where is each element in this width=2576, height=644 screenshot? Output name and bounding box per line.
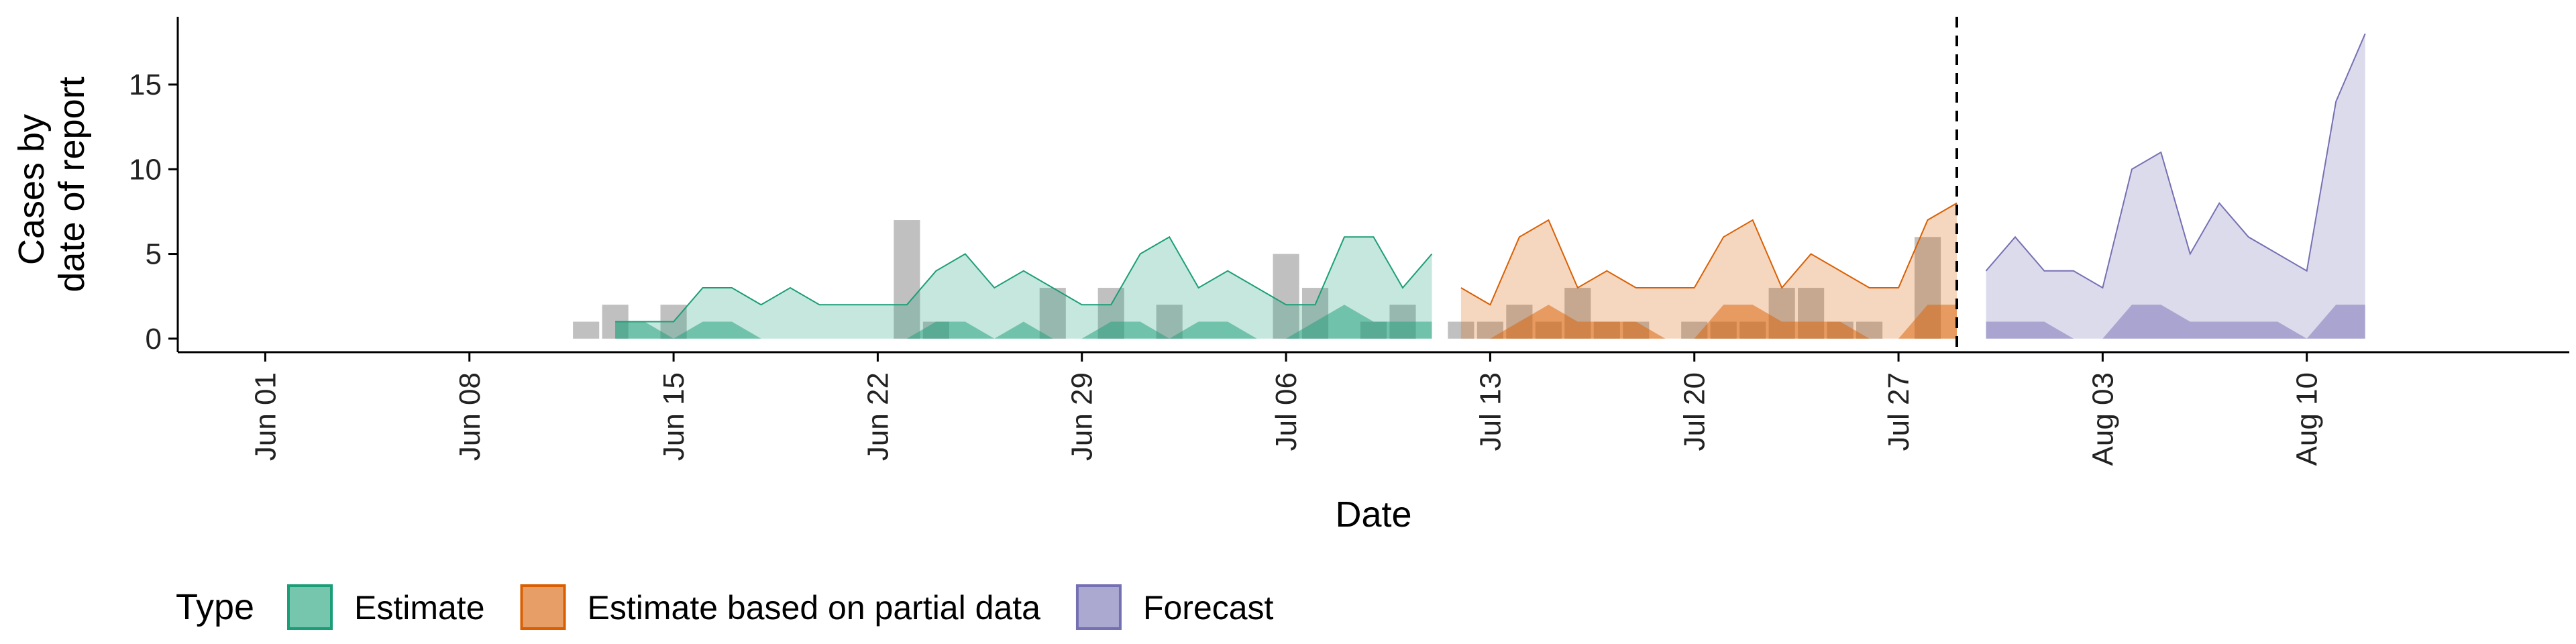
reported-cases-bar	[1156, 305, 1183, 339]
axes: 0 5 10 15 Jun 01 Jun 08 Jun 15 Jun 22 Jun 29 Jul…	[129, 17, 2569, 466]
reported-cases-bar	[573, 321, 600, 339]
y-axis-title-line-1: Cases by	[11, 114, 52, 265]
legend-item: Forecast	[1075, 584, 1274, 630]
x-tick-label: Jun 29	[1066, 372, 1099, 461]
x-tick-label: Jul 27	[1882, 372, 1915, 451]
legend-label: Estimate based on partial data	[588, 589, 1041, 627]
legend: Type Estimate Estimate based on partial d…	[176, 584, 1274, 630]
y-tick-label: 10	[129, 153, 162, 186]
legend-swatch	[520, 584, 566, 630]
reported-cases-bar	[1039, 288, 1066, 339]
x-tick-label: Jul 06	[1270, 372, 1303, 451]
x-tick-label: Jun 08	[453, 372, 486, 461]
series-2	[1985, 33, 2366, 339]
legend-swatch	[1075, 584, 1122, 630]
x-axis-ticks: Jun 01 Jun 08 Jun 15 Jun 22 Jun 29 Jul 06 Jul …	[249, 352, 2324, 466]
legend-label: Estimate	[354, 589, 485, 627]
reported-cases-bar	[894, 220, 920, 339]
y-tick-label: 15	[129, 68, 162, 101]
reported-cases-bar	[1448, 321, 1474, 339]
series-outer-ribbon	[615, 237, 1432, 339]
series-outer-edge	[615, 235, 1433, 323]
legend-swatch	[287, 584, 333, 630]
x-tick-label: Jul 13	[1474, 372, 1507, 451]
series-inner-ribbon	[1986, 305, 2365, 339]
y-axis-title: Cases by date of report	[11, 76, 92, 292]
estimate-ribbons	[615, 33, 2366, 339]
legend-title: Type	[176, 587, 254, 627]
x-tick-label: Jun 01	[249, 372, 282, 461]
legend-item: Estimate	[287, 584, 485, 630]
x-tick-label: Aug 10	[2291, 372, 2324, 466]
y-tick-label: 0	[146, 323, 162, 356]
series-outer-edge	[1985, 33, 2366, 289]
reported-cases-bar	[1273, 254, 1299, 339]
x-tick-label: Aug 03	[2086, 372, 2119, 466]
y-axis-title-line-2: date of report	[52, 76, 92, 292]
y-tick-label: 5	[146, 238, 162, 271]
legend-label: Forecast	[1143, 589, 1274, 627]
series-outer-edge	[1460, 202, 1957, 306]
y-axis-ticks: 0 5 10 15	[129, 68, 178, 356]
series-inner-ribbon	[1460, 305, 1957, 339]
series-1	[1460, 202, 1957, 339]
x-tick-label: Jul 20	[1678, 372, 1711, 451]
series-0	[615, 235, 1433, 339]
legend-item: Estimate based on partial data	[520, 584, 1041, 630]
series-outer-ribbon	[1460, 203, 1957, 339]
x-tick-label: Jun 22	[861, 372, 894, 461]
series-outer-ribbon	[1986, 34, 2365, 339]
x-tick-label: Jun 15	[657, 372, 690, 461]
legend-items: Estimate Estimate based on partial data Fo…	[287, 584, 1274, 630]
x-axis-title: Date	[1335, 494, 1411, 535]
series-inner-ribbon	[615, 305, 1432, 339]
